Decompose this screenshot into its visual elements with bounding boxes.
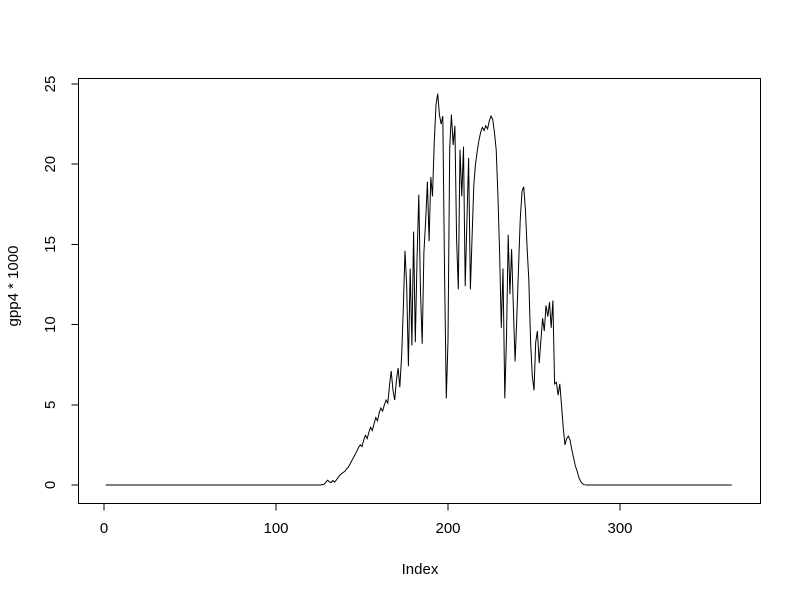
series-line — [105, 93, 732, 486]
x-tick-label: 300 — [607, 520, 632, 537]
x-tick-label: 200 — [435, 520, 460, 537]
x-tick-label: 0 — [100, 520, 108, 537]
y-tick-label: 5 — [42, 401, 59, 409]
y-tick-label: 0 — [42, 481, 59, 489]
y-axis-label: gpp4 * 1000 — [5, 246, 22, 327]
y-tick-label: 25 — [42, 76, 59, 93]
y-tick-label: 10 — [42, 316, 59, 333]
plot-box — [78, 78, 761, 504]
y-tick-label: 15 — [42, 236, 59, 253]
y-axis-ticks: 0 5 10 15 20 25 — [42, 76, 79, 489]
y-tick-label: 20 — [42, 156, 59, 173]
x-axis-label: Index — [402, 561, 439, 578]
x-axis-ticks: 0 100 200 300 — [100, 503, 633, 537]
x-tick-label: 100 — [263, 520, 288, 537]
